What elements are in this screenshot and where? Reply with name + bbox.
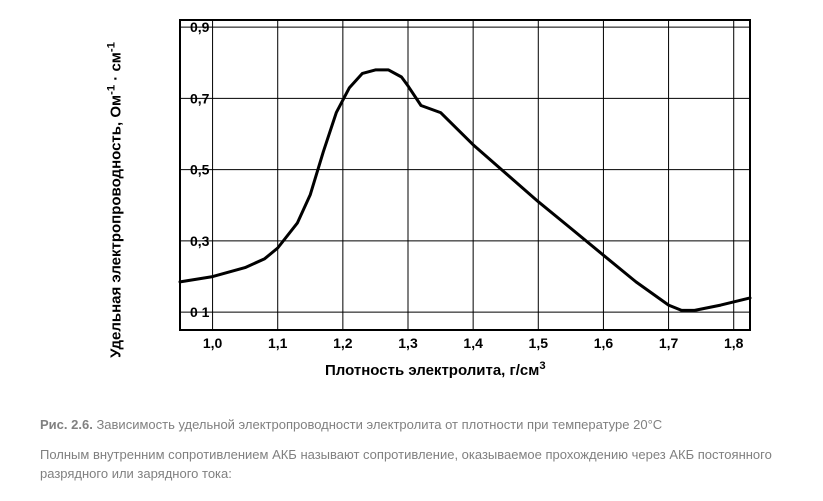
x-tick-label: 1,7	[659, 335, 679, 351]
x-tick-label: 1,2	[333, 335, 353, 351]
y-tick-label: 0,9	[190, 19, 210, 35]
x-tick-label: 1,4	[463, 335, 483, 351]
x-tick-label: 1,0	[203, 335, 223, 351]
figure-caption-block: Рис. 2.6. Зависимость удельной электропр…	[40, 415, 783, 484]
x-tick-label: 1,1	[268, 335, 288, 351]
x-tick-label: 1,6	[594, 335, 614, 351]
x-tick-label: 1,5	[529, 335, 549, 351]
y-tick-label: 0,3	[190, 233, 210, 249]
x-axis-label: Плотность электролита, г/см3	[325, 360, 546, 379]
x-tick-label: 1,8	[724, 335, 744, 351]
y-tick-label: 0,7	[190, 90, 210, 106]
caption-text: Зависимость удельной электропроводности …	[96, 417, 662, 432]
caption-body: Полным внутренним сопротивлением АКБ наз…	[40, 445, 783, 484]
conductivity-chart: 1,0 1,1 1,2 1,3 1,4 1,5 1,6 1,7 1,8 0 1 0,3 0,5 0,7 0…	[0, 0, 823, 360]
x-tick-label: 1,3	[398, 335, 418, 351]
y-tick-label: 0,5	[190, 162, 210, 178]
y-tick-label: 0 1	[190, 304, 210, 320]
caption-prefix: Рис. 2.6.	[40, 417, 93, 432]
